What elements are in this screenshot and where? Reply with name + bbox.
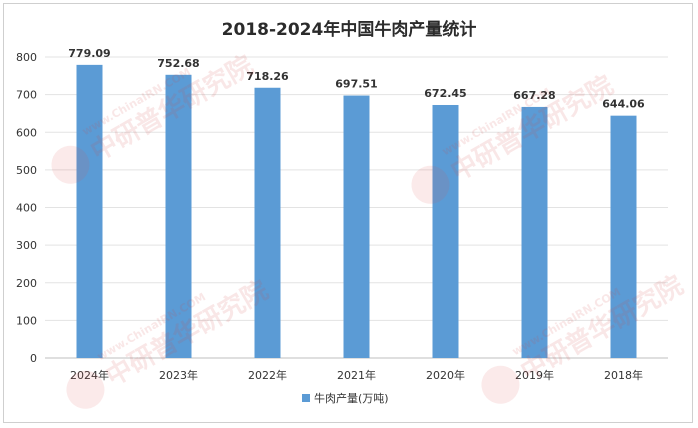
data-label: 779.09 [68,47,110,60]
data-label: 752.68 [157,57,199,70]
legend-swatch [302,394,310,402]
x-tick-label: 2023年 [159,368,198,382]
y-tick-label: 700 [16,89,37,102]
data-label: 644.06 [602,98,645,111]
data-label: 667.28 [513,89,555,102]
x-tick-label: 2019年 [515,368,554,382]
y-tick-label: 200 [16,277,37,290]
y-tick-label: 500 [16,164,37,177]
y-tick-label: 100 [16,314,37,327]
data-label: 672.45 [424,87,466,100]
bar [432,104,459,358]
data-label: 718.26 [246,70,289,83]
x-tick-label: 2024年 [70,368,109,382]
x-tick-label: 2020年 [426,368,465,382]
bar [610,115,637,358]
bar [343,95,370,358]
y-tick-label: 800 [16,51,37,64]
x-tick-label: 2022年 [248,368,287,382]
bar [254,87,281,359]
y-tick-label: 0 [30,352,37,365]
data-label: 697.51 [335,78,377,91]
x-tick-label: 2021年 [337,368,376,382]
chart-title: 2018-2024年中国牛肉产量统计 [221,20,477,40]
bar [521,106,548,358]
legend-label: 牛肉产量(万吨) [314,391,389,405]
bar [165,74,192,359]
y-tick-label: 600 [16,126,37,139]
y-tick-label: 400 [16,202,37,215]
bar [76,64,103,359]
y-tick-label: 300 [16,239,37,252]
x-tick-label: 2018年 [604,368,643,382]
